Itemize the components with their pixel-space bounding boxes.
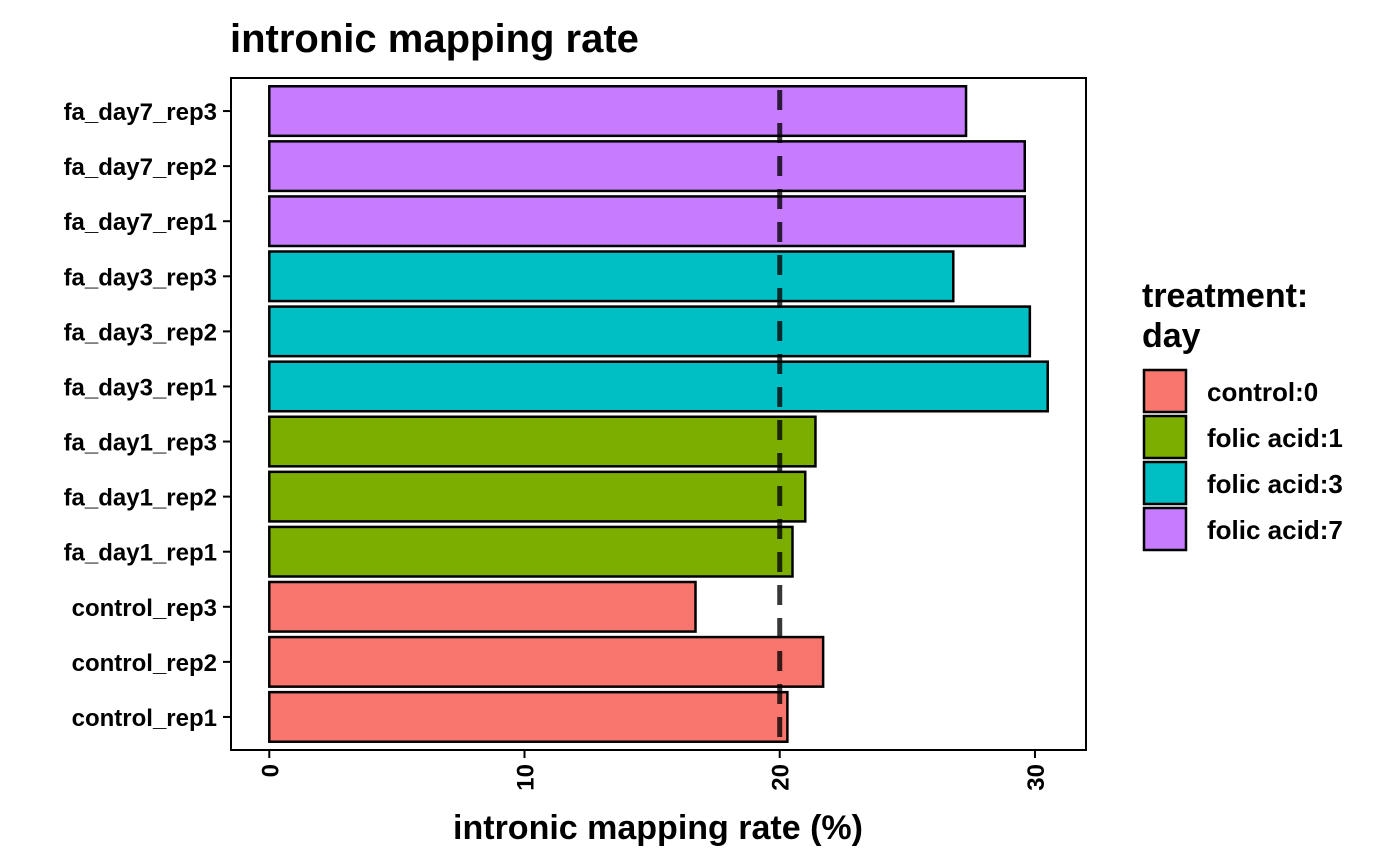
legend-swatch [1142,506,1188,552]
bar-fa_day1_rep3 [268,415,817,468]
bar-fa_day3_rep3 [268,250,955,303]
chart-title: intronic mapping rate [230,17,639,61]
legend-title: day [1142,317,1201,355]
legend-swatch [1142,414,1188,460]
x-tick-label: 0 [257,764,284,777]
x-axis: 0 10 20 30 [257,750,1050,791]
legend-title: treatment: [1142,277,1308,315]
legend-swatch [1142,460,1188,506]
bar-control_rep1 [268,690,789,743]
y-tick-label: control_rep1 [72,705,217,732]
legend-label: folic acid:1 [1207,423,1343,453]
y-tick-label: fa_day1_rep3 [64,430,217,457]
bars-layer [268,85,1049,743]
y-tick-label: fa_day3_rep3 [64,264,217,291]
y-tick-label: fa_day7_rep3 [64,99,217,126]
bar-fa_day3_rep2 [268,305,1032,358]
bar-fa_day3_rep1 [268,360,1049,413]
bar-fa_day7_rep1 [268,195,1026,248]
y-tick-label: fa_day3_rep1 [64,374,217,401]
legend-label: folic acid:7 [1207,515,1343,545]
y-tick-label: control_rep2 [72,650,217,677]
y-tick-label: fa_day3_rep2 [64,319,217,346]
bar-control_rep2 [268,635,825,688]
x-axis-title: intronic mapping rate (%) [453,809,863,847]
bar-fa_day7_rep2 [268,140,1026,193]
x-tick-label: 10 [513,764,540,791]
legend-swatch [1142,368,1188,414]
bar-fa_day7_rep3 [268,85,968,138]
bar-control_rep3 [268,580,697,633]
y-axis: control_rep1 control_rep2 control_rep3 fa_d… [64,99,231,732]
bar-fa_day1_rep1 [268,525,794,578]
y-tick-label: fa_day1_rep2 [64,485,217,512]
x-tick-label: 20 [768,764,795,791]
y-tick-label: control_rep3 [72,595,217,622]
legend-label: folic acid:3 [1207,469,1343,499]
x-tick-label: 30 [1023,764,1050,791]
bar-fa_day1_rep2 [268,470,807,523]
y-tick-label: fa_day7_rep2 [64,154,217,181]
legend-label: control:0 [1207,377,1318,407]
y-tick-label: fa_day7_rep1 [64,209,217,236]
y-tick-label: fa_day1_rep1 [64,540,217,567]
